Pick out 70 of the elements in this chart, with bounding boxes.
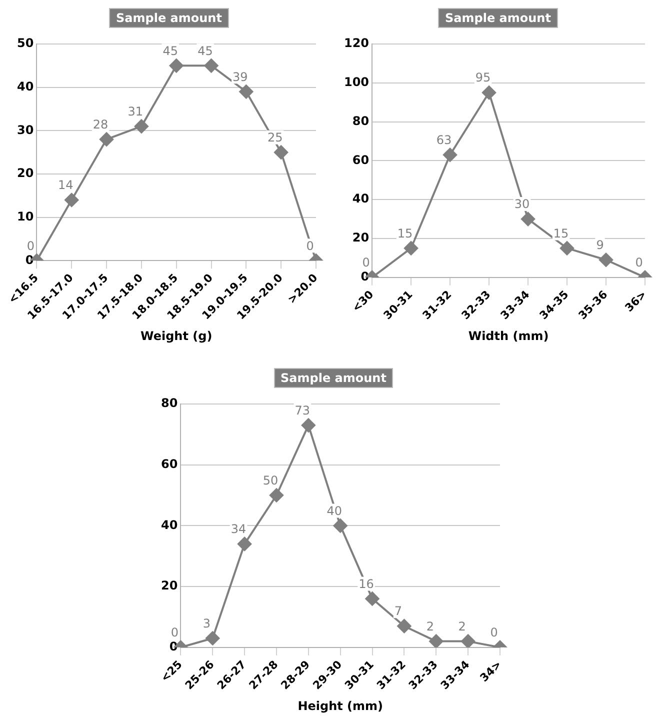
y-tick-label: 30 <box>17 122 34 137</box>
point <box>134 119 148 134</box>
point <box>460 634 475 648</box>
point <box>169 58 184 73</box>
data-label: 0 <box>490 626 498 640</box>
data-label: 50 <box>262 473 278 488</box>
point <box>560 241 574 256</box>
point <box>204 58 218 73</box>
y-tick-label: 80 <box>160 396 178 410</box>
data-label: 14 <box>58 178 74 192</box>
point <box>521 212 536 226</box>
point <box>396 619 411 634</box>
y-tick-label: 60 <box>160 456 178 471</box>
point <box>100 132 114 146</box>
point <box>274 145 288 160</box>
point <box>404 241 418 256</box>
point <box>332 518 347 533</box>
y-tick-label: 20 <box>352 230 370 245</box>
data-label: 25 <box>267 130 283 144</box>
x-axis-title: Width (mm) <box>468 328 549 343</box>
chart-title: Sample amount <box>438 8 558 28</box>
y-tick-label: 60 <box>352 152 370 167</box>
data-label: 2 <box>458 619 466 634</box>
chart-title: Sample amount <box>274 368 394 388</box>
y-tick-label: 20 <box>17 166 34 180</box>
x-axis-title: Weight (g) <box>140 328 212 343</box>
data-label: 0 <box>306 238 314 253</box>
data-label: 7 <box>394 604 402 618</box>
point <box>482 86 496 100</box>
data-label: 15 <box>397 226 413 240</box>
data-label: 34 <box>230 522 246 536</box>
x-tick-label: <30 <box>350 288 376 315</box>
y-tick-label: 100 <box>344 75 370 90</box>
y-tick-label: 40 <box>17 79 34 94</box>
data-label: 9 <box>596 238 604 252</box>
data-label: 3 <box>202 616 210 630</box>
point <box>268 488 283 502</box>
data-label: 30 <box>514 197 530 212</box>
chart-title: Sample amount <box>109 8 229 28</box>
y-tick-label: 20 <box>160 578 178 593</box>
data-label: 40 <box>326 504 342 518</box>
data-label: 16 <box>358 576 374 591</box>
data-label: 45 <box>198 44 213 58</box>
data-label: 95 <box>475 70 491 85</box>
x-tick-label: 34> <box>477 658 504 685</box>
data-label: 73 <box>294 403 310 418</box>
data-label: 28 <box>92 117 108 132</box>
x-axis-title: Height (mm) <box>297 698 383 713</box>
data-label: 2 <box>426 619 434 634</box>
data-label: 45 <box>162 44 178 58</box>
point <box>239 84 254 99</box>
point <box>364 592 379 606</box>
point <box>443 148 458 162</box>
x-tick-label: 36> <box>622 288 650 315</box>
y-tick-label: 40 <box>352 192 370 206</box>
point <box>428 634 443 648</box>
data-label: 31 <box>128 104 144 118</box>
data-label: 63 <box>436 132 452 147</box>
point <box>205 631 220 646</box>
y-tick-label: 50 <box>17 36 34 50</box>
data-label: 15 <box>553 226 569 240</box>
point <box>300 418 315 432</box>
data-label: 39 <box>232 70 248 84</box>
y-tick-label: 120 <box>344 36 370 50</box>
y-tick-label: 80 <box>352 114 370 128</box>
point <box>237 536 252 551</box>
y-tick-label: 10 <box>17 209 34 224</box>
y-tick-label: 40 <box>160 518 178 532</box>
data-label: 0 <box>635 256 643 270</box>
point <box>599 252 614 267</box>
